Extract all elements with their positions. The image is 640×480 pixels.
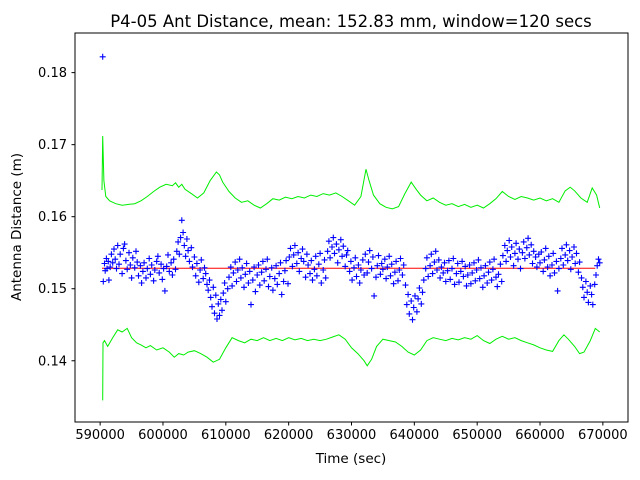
x-tick-label: 610000 [201, 428, 251, 443]
y-tick-label: 0.16 [38, 210, 67, 225]
x-tick-label: 620000 [264, 428, 314, 443]
lower-bound-line [102, 327, 601, 401]
y-tick-label: 0.18 [38, 66, 67, 81]
antenna-distance-measurements-markers [99, 53, 603, 323]
y-axis-label: Antenna Distance (m) [9, 152, 25, 302]
x-tick-label: 660000 [515, 428, 565, 443]
y-tick-label: 0.15 [38, 282, 67, 297]
x-tick-label: 650000 [452, 428, 502, 443]
axes-frame [74, 32, 629, 423]
y-tick-label: 0.17 [38, 138, 67, 153]
x-tick-label: 640000 [390, 428, 440, 443]
x-tick-label: 670000 [578, 428, 628, 443]
x-tick-label: 590000 [75, 428, 125, 443]
x-tick-label: 630000 [327, 428, 377, 443]
chart-title: P4-05 Ant Distance, mean: 152.83 mm, win… [110, 12, 592, 31]
upper-bound-line [101, 135, 601, 210]
y-tick-label: 0.14 [38, 354, 67, 369]
x-axis-label: Time (sec) [315, 451, 387, 467]
x-tick-label: 600000 [138, 428, 188, 443]
